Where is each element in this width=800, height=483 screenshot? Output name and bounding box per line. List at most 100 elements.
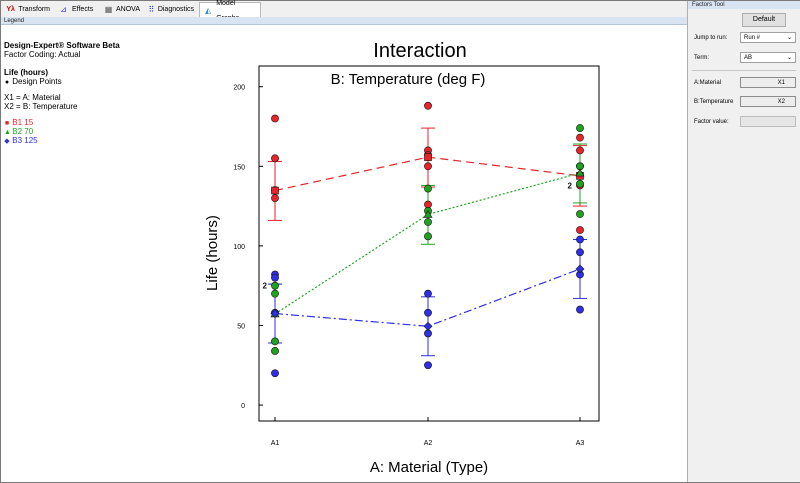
x-tick-label: A2 bbox=[424, 440, 433, 447]
y-tick-label: 150 bbox=[233, 164, 245, 171]
response-name: Life (hours) bbox=[4, 68, 48, 77]
jump-to-run-select[interactable]: Run # ⌄ bbox=[740, 32, 796, 43]
calculator-icon: ▦ bbox=[104, 5, 113, 14]
software-name: Design-Expert® Software Beta bbox=[4, 41, 120, 50]
replicate-count-label: 2 bbox=[568, 181, 573, 190]
design-point bbox=[424, 218, 432, 226]
legend-series-b1: ■ B1 15 bbox=[4, 118, 33, 127]
design-point bbox=[271, 114, 279, 123]
half-normal-plot-icon: ⊿ bbox=[60, 5, 67, 14]
tab-label: Transform bbox=[18, 6, 50, 13]
x-tick-label: A1 bbox=[271, 440, 280, 447]
y-tick-label: 0 bbox=[241, 403, 245, 410]
model-graphs-icon: ◭ bbox=[205, 6, 212, 15]
legend-series-b2: ▲ B2 70 bbox=[4, 127, 33, 136]
mean-marker-diamond bbox=[575, 264, 585, 274]
x2-definition: X2 = B: Temperature bbox=[4, 102, 78, 111]
design-point bbox=[576, 133, 584, 142]
diamond-icon: ◆ bbox=[4, 138, 10, 145]
design-point bbox=[576, 146, 584, 155]
x-tick-label: A3 bbox=[576, 440, 585, 447]
design-point bbox=[424, 329, 432, 338]
chevron-down-icon: ⌄ bbox=[786, 55, 792, 61]
legend-header: Legend bbox=[1, 17, 687, 25]
replicate-count-label: 2 bbox=[263, 282, 268, 291]
factor-value-label: Factor value: bbox=[694, 119, 729, 125]
design-point bbox=[271, 194, 279, 203]
design-point bbox=[271, 289, 279, 298]
design-point bbox=[576, 305, 584, 314]
design-point bbox=[424, 308, 432, 317]
tab-transform[interactable]: Yλ Transform bbox=[3, 2, 53, 17]
series-label: B1 15 bbox=[12, 118, 34, 127]
circle-icon: ● bbox=[4, 79, 10, 86]
tab-bar: Yλ Transform ⊿ Effects ▦ ANOVA ⠿ Diagnos… bbox=[1, 0, 687, 22]
chart-title: Interaction bbox=[373, 40, 466, 62]
jump-to-run-label: Jump to run: bbox=[694, 35, 728, 41]
x-axis-label: A: Material (Type) bbox=[370, 459, 488, 476]
tab-label: Effects bbox=[72, 6, 94, 13]
interaction-chart: Interaction B: Temperature (deg F) Life … bbox=[204, 40, 600, 476]
series-line bbox=[274, 268, 581, 327]
mean-marker-square bbox=[271, 186, 279, 195]
y-tick-label: 200 bbox=[233, 85, 245, 92]
design-point bbox=[271, 337, 279, 346]
factor-a-slot[interactable]: X1 bbox=[740, 77, 796, 88]
design-point bbox=[576, 226, 584, 234]
design-point bbox=[424, 361, 432, 370]
mean-marker-triangle bbox=[575, 168, 585, 177]
design-point bbox=[271, 273, 279, 282]
term-select[interactable]: AB ⌄ bbox=[740, 52, 796, 63]
factor-a-label: A:Material bbox=[694, 80, 722, 86]
mean-marker-square bbox=[424, 153, 432, 161]
plot-frame bbox=[258, 65, 600, 422]
design-point bbox=[424, 232, 432, 241]
factors-tool-title: Factors Tool bbox=[688, 1, 800, 9]
tab-model-graphs[interactable]: ◭ Model Graphs bbox=[199, 0, 261, 22]
tab-effects[interactable]: ⊿ Effects bbox=[55, 2, 99, 17]
tab-anova[interactable]: ▦ ANOVA bbox=[101, 2, 143, 17]
design-point bbox=[576, 248, 584, 257]
mean-marker-triangle bbox=[423, 209, 433, 218]
design-point bbox=[271, 347, 279, 355]
factor-b-label: B:Temperature bbox=[694, 99, 734, 105]
design-point bbox=[271, 369, 279, 378]
design-point bbox=[576, 210, 584, 218]
series-label: B3 125 bbox=[12, 136, 38, 145]
design-point bbox=[271, 281, 279, 290]
design-point bbox=[424, 101, 432, 110]
default-button[interactable]: Default bbox=[742, 13, 786, 27]
chart-subtitle: B: Temperature (deg F) bbox=[331, 71, 486, 88]
tab-label: ANOVA bbox=[116, 6, 140, 13]
design-point bbox=[576, 179, 584, 188]
factor-value-field[interactable] bbox=[740, 116, 796, 127]
y-tick-label: 100 bbox=[233, 244, 245, 251]
divider bbox=[692, 70, 796, 71]
design-point bbox=[424, 184, 432, 193]
design-point bbox=[576, 124, 584, 132]
x1-definition: X1 = A: Material bbox=[4, 93, 61, 102]
mean-marker-diamond bbox=[270, 309, 280, 318]
tab-label: Diagnostics bbox=[157, 6, 194, 13]
lambda-icon: Yλ bbox=[6, 6, 15, 13]
term-label: Term: bbox=[694, 55, 709, 61]
series-label: B2 70 bbox=[12, 127, 34, 136]
legend-series-b3: ◆ B3 125 bbox=[4, 136, 38, 145]
y-tick-label: 50 bbox=[237, 323, 245, 330]
mean-marker-diamond bbox=[423, 321, 433, 331]
design-points-legend: ● Design Points bbox=[4, 77, 62, 86]
triangle-icon: ▲ bbox=[4, 129, 11, 136]
factor-coding: Factor Coding: Actual bbox=[4, 50, 81, 59]
design-point bbox=[271, 154, 279, 163]
term-value: AB bbox=[744, 55, 753, 61]
design-point bbox=[424, 162, 432, 171]
design-point bbox=[424, 289, 432, 298]
square-icon: ■ bbox=[4, 120, 10, 127]
design-point bbox=[576, 235, 584, 244]
tab-diagnostics[interactable]: ⠿ Diagnostics bbox=[145, 2, 197, 17]
y-axis-label: Life (hours) bbox=[204, 215, 221, 291]
series-line bbox=[274, 172, 581, 315]
factors-tool-panel: Factors Tool Default Jump to run: Run # … bbox=[687, 1, 800, 482]
jump-to-run-value: Run # bbox=[744, 35, 761, 41]
factor-b-slot[interactable]: X2 bbox=[740, 96, 796, 107]
